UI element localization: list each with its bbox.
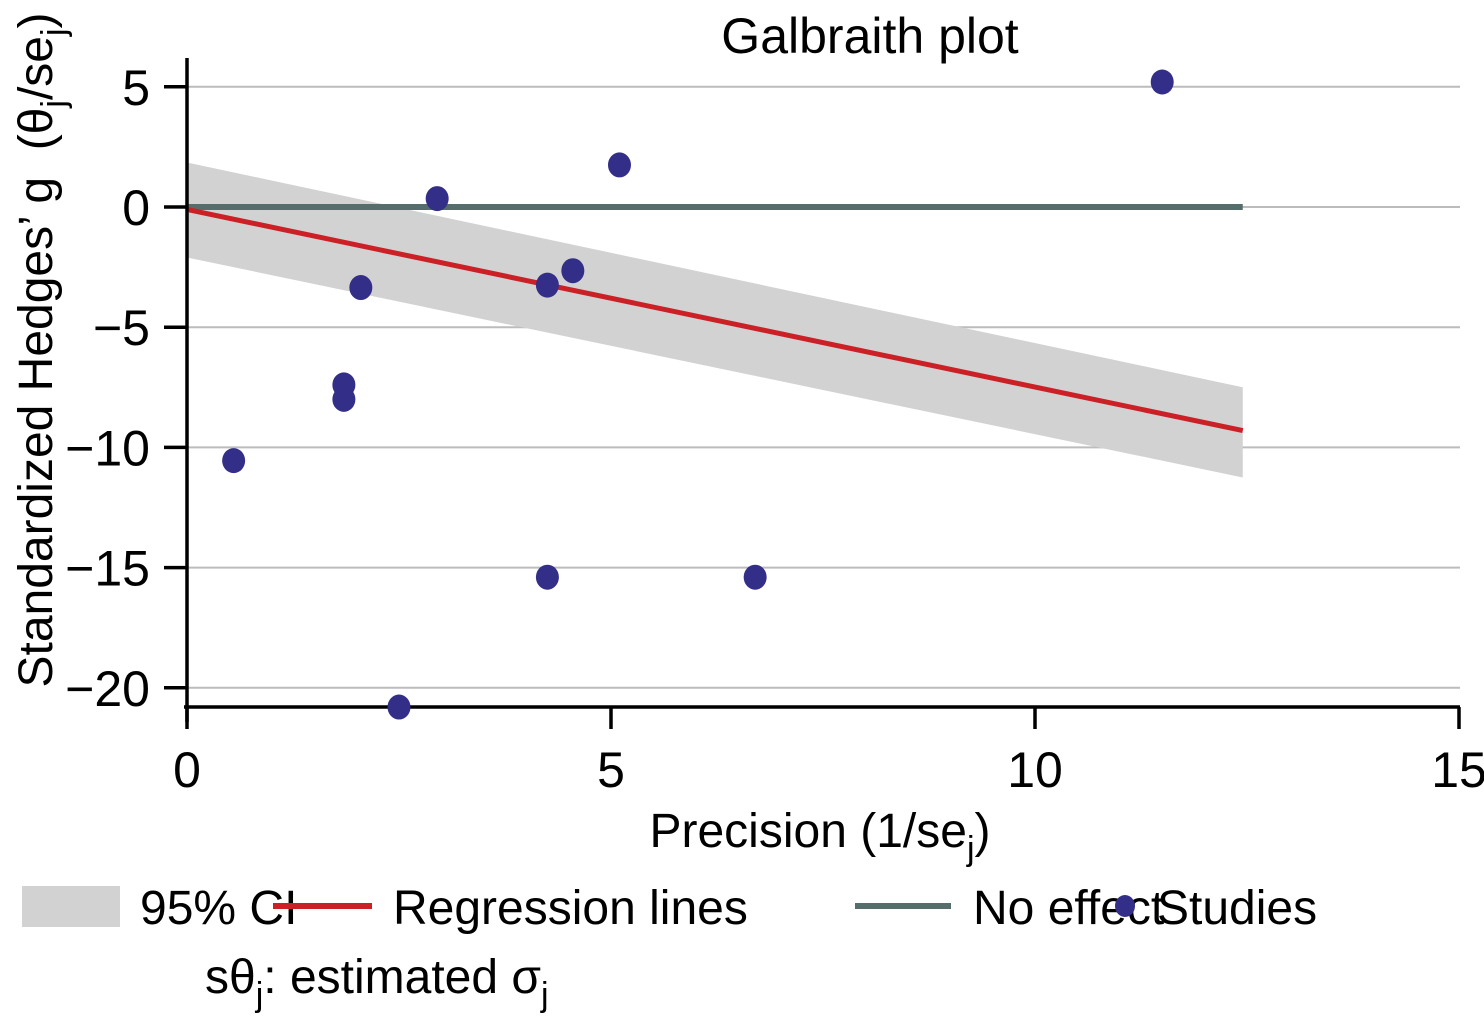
- y-tick-label: −5: [93, 300, 150, 356]
- y-tick-label: −20: [65, 661, 150, 717]
- legend: 95% CI Regression lines No effect Studie…: [22, 882, 1317, 935]
- fit-lines-layer: [186, 204, 1244, 434]
- legend-label-no-effect: No effect: [973, 882, 1164, 935]
- study-point: [607, 152, 631, 178]
- study-dot-swatch: [1115, 895, 1135, 917]
- study-point: [561, 258, 585, 284]
- study-point: [387, 694, 411, 720]
- x-tick-label: 5: [597, 742, 625, 798]
- regression-line: [186, 206, 1244, 434]
- x-tick-label: 0: [173, 742, 201, 798]
- study-point: [535, 272, 559, 298]
- chart-title: Galbraith plot: [721, 8, 1018, 64]
- study-point: [425, 186, 449, 212]
- points-layer: [222, 69, 1174, 720]
- x-tick-label: 10: [1007, 742, 1063, 798]
- legend-label-regression: Regression lines: [393, 882, 748, 935]
- y-tick-label: −15: [65, 541, 150, 597]
- y-tick-label: 0: [122, 180, 150, 236]
- study-point: [1150, 69, 1174, 95]
- study-point: [332, 386, 356, 412]
- x-tick-label: 15: [1431, 742, 1484, 798]
- study-point: [222, 448, 246, 474]
- footnote: sθj: estimated σj: [205, 951, 549, 1014]
- study-point: [535, 564, 559, 590]
- study-point: [349, 275, 373, 301]
- x-axis-label: Precision (1/sej): [649, 805, 990, 868]
- y-tick-label: 5: [122, 60, 150, 116]
- ci-band-swatch: [22, 886, 120, 927]
- study-point: [743, 564, 767, 590]
- y-axis-label: Standardized Hedges’ g (θj/sej): [10, 12, 73, 687]
- y-tick-label: −10: [65, 420, 150, 476]
- legend-label-studies: Studies: [1157, 882, 1317, 935]
- legend-label-ci: 95% CI: [140, 882, 297, 935]
